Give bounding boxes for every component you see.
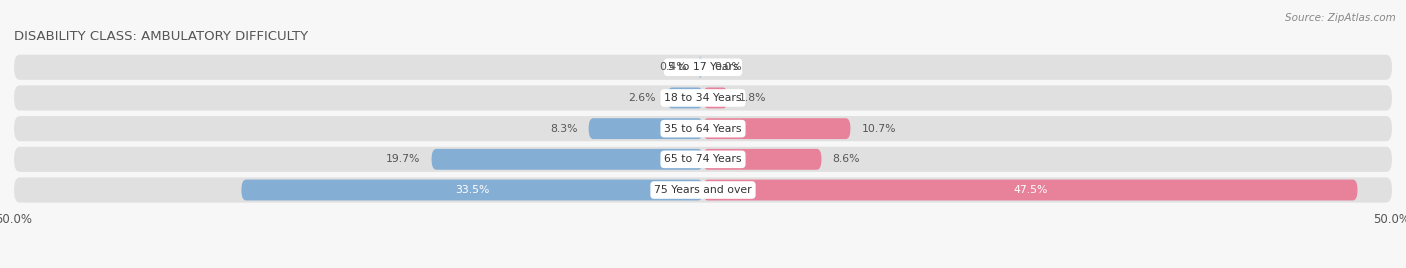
Text: 0.0%: 0.0% [714, 62, 742, 72]
FancyBboxPatch shape [14, 177, 1392, 203]
Text: 0.4%: 0.4% [659, 62, 686, 72]
FancyBboxPatch shape [703, 88, 728, 108]
Text: 5 to 17 Years: 5 to 17 Years [668, 62, 738, 72]
Text: 2.6%: 2.6% [628, 93, 657, 103]
FancyBboxPatch shape [14, 116, 1392, 141]
FancyBboxPatch shape [14, 147, 1392, 172]
FancyBboxPatch shape [14, 55, 1392, 80]
Text: 8.3%: 8.3% [550, 124, 578, 134]
FancyBboxPatch shape [14, 85, 1392, 110]
Text: DISABILITY CLASS: AMBULATORY DIFFICULTY: DISABILITY CLASS: AMBULATORY DIFFICULTY [14, 30, 308, 43]
FancyBboxPatch shape [703, 149, 821, 170]
FancyBboxPatch shape [432, 149, 703, 170]
FancyBboxPatch shape [668, 88, 703, 108]
Text: 33.5%: 33.5% [456, 185, 489, 195]
Text: 8.6%: 8.6% [832, 154, 860, 164]
Text: 65 to 74 Years: 65 to 74 Years [664, 154, 742, 164]
FancyBboxPatch shape [589, 118, 703, 139]
FancyBboxPatch shape [703, 118, 851, 139]
FancyBboxPatch shape [697, 57, 703, 78]
Text: 75 Years and over: 75 Years and over [654, 185, 752, 195]
Text: 35 to 64 Years: 35 to 64 Years [664, 124, 742, 134]
FancyBboxPatch shape [703, 180, 1358, 200]
FancyBboxPatch shape [242, 180, 703, 200]
Text: 19.7%: 19.7% [387, 154, 420, 164]
Legend: Male, Female: Male, Female [634, 264, 772, 268]
Text: Source: ZipAtlas.com: Source: ZipAtlas.com [1285, 13, 1396, 23]
Text: 47.5%: 47.5% [1014, 185, 1047, 195]
Text: 1.8%: 1.8% [738, 93, 766, 103]
Text: 10.7%: 10.7% [862, 124, 896, 134]
Text: 18 to 34 Years: 18 to 34 Years [664, 93, 742, 103]
